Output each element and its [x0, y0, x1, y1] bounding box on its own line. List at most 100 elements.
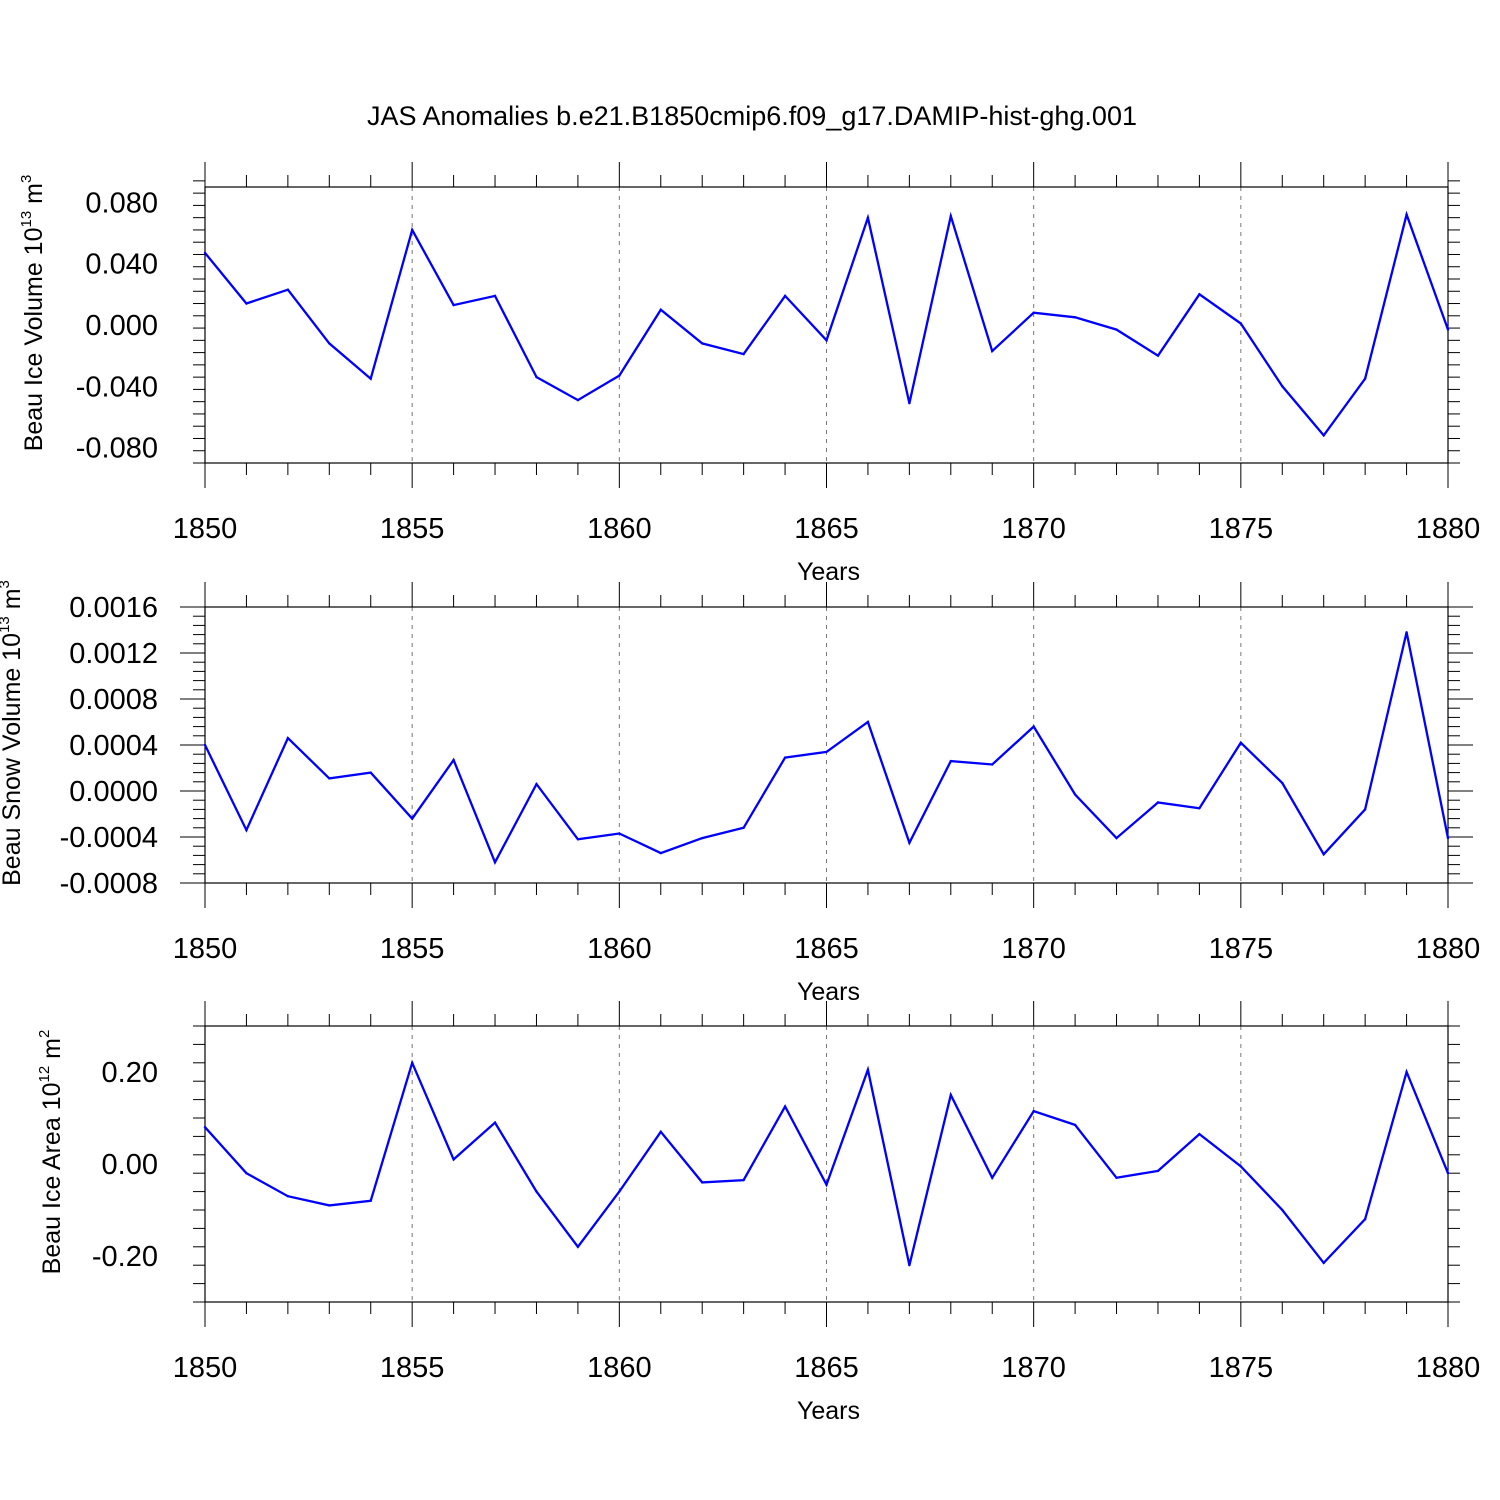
data-point [1156, 354, 1160, 357]
data-point [286, 736, 290, 740]
data-point [1239, 322, 1243, 325]
data-point [203, 743, 207, 747]
data-point [1363, 808, 1367, 811]
data-point [991, 349, 994, 353]
x-tick-label: 1880 [1416, 1352, 1481, 1384]
x-axis-title: Years [797, 978, 860, 1006]
data-point [1322, 434, 1325, 437]
y-tick-label: 0.080 [85, 187, 158, 219]
y-tick-label: -0.040 [76, 371, 158, 403]
x-tick-label: 1865 [794, 933, 859, 965]
data-point [866, 216, 870, 219]
data-point [535, 1190, 538, 1193]
data-point [701, 836, 704, 840]
x-tick-label: 1865 [794, 1352, 859, 1384]
x-tick-label: 1860 [587, 933, 652, 965]
data-point [1239, 1165, 1243, 1168]
x-tick-label: 1875 [1209, 513, 1274, 545]
data-point [369, 377, 372, 380]
data-point [825, 1183, 828, 1186]
data-point [493, 861, 497, 864]
data-point [1363, 1218, 1367, 1221]
y-tick-label: 0.00 [102, 1149, 158, 1181]
data-point [1281, 1208, 1284, 1212]
x-axis-title: Years [797, 1397, 860, 1425]
data-point [1281, 385, 1284, 388]
data-point [535, 375, 538, 379]
data-point [701, 1181, 704, 1184]
data-point [286, 288, 290, 291]
data-point [452, 758, 455, 762]
x-tick-label: 1875 [1209, 933, 1274, 965]
data-point [1073, 316, 1077, 319]
y-tick-label: 0.20 [102, 1057, 158, 1089]
x-tick-label: 1850 [173, 933, 238, 965]
data-point [783, 1105, 787, 1108]
data-point [535, 782, 538, 786]
data-point [1198, 1132, 1201, 1136]
data-point [1446, 1172, 1450, 1175]
data-point [203, 251, 207, 255]
data-point [701, 342, 704, 345]
data-point [576, 1245, 580, 1249]
data-point [1032, 1109, 1035, 1113]
data-point [1405, 631, 1408, 634]
y-tick-label: 0.0000 [69, 776, 158, 808]
data-point [1073, 793, 1077, 796]
data-point [576, 398, 580, 402]
y-tick-label: 0.0012 [69, 638, 158, 670]
x-tick-label: 1850 [173, 513, 238, 545]
x-axis-title: Years [797, 558, 860, 586]
data-point [1156, 801, 1160, 804]
data-point [825, 750, 828, 754]
data-point [286, 1195, 290, 1198]
data-point [1363, 377, 1367, 380]
data-point [410, 228, 414, 232]
data-point [328, 777, 331, 780]
data-point [1156, 1169, 1160, 1173]
data-point [1115, 836, 1118, 840]
data-point [908, 402, 911, 405]
x-tick-label: 1855 [380, 1352, 445, 1384]
x-tick-label: 1880 [1416, 933, 1481, 965]
data-point [245, 828, 248, 832]
data-point [866, 1068, 870, 1071]
data-point [659, 851, 662, 855]
y-tick-label: -0.0008 [60, 868, 158, 900]
data-point [1032, 311, 1035, 314]
data-point [1073, 1123, 1077, 1127]
y-tick-label: 0.0008 [69, 684, 158, 716]
data-point [742, 352, 745, 356]
data-point [866, 720, 870, 724]
data-series-line [203, 632, 1450, 866]
data-point [245, 302, 248, 305]
data-point [783, 756, 787, 759]
data-point [1198, 293, 1201, 296]
x-tick-label: 1860 [587, 513, 652, 545]
x-tick-label: 1870 [1001, 933, 1066, 965]
data-point [493, 1121, 497, 1124]
data-point [1405, 1070, 1408, 1074]
y-axis-title: Beau Ice Volume 1013 m3 [18, 175, 48, 452]
data-point [1032, 725, 1035, 728]
data-point [328, 342, 331, 345]
data-point [618, 832, 621, 835]
x-tick-label: 1855 [380, 933, 445, 965]
x-tick-label: 1865 [794, 513, 859, 545]
y-axis-title: Beau Snow Volume 1013 m3 [0, 580, 26, 886]
chart-panel-1: -0.080 -0.040 0.000 0.040 0.080 1850 1855 1860 1… [18, 162, 1480, 586]
y-tick-label: -0.20 [92, 1241, 158, 1273]
data-point [949, 1093, 952, 1097]
data-point [203, 1126, 207, 1129]
data-point [245, 1172, 248, 1175]
x-tick-label: 1875 [1209, 1352, 1274, 1384]
data-point [949, 214, 952, 218]
chart-panel-3: -0.20 0.00 0.20 1850 1855 1860 1865 1870 1875 188… [36, 1001, 1480, 1425]
data-point [1446, 836, 1450, 840]
data-point [618, 374, 621, 377]
data-point [1322, 853, 1325, 856]
data-point [1115, 1176, 1118, 1180]
y-tick-label: -0.080 [76, 433, 158, 465]
data-point [1281, 781, 1284, 785]
